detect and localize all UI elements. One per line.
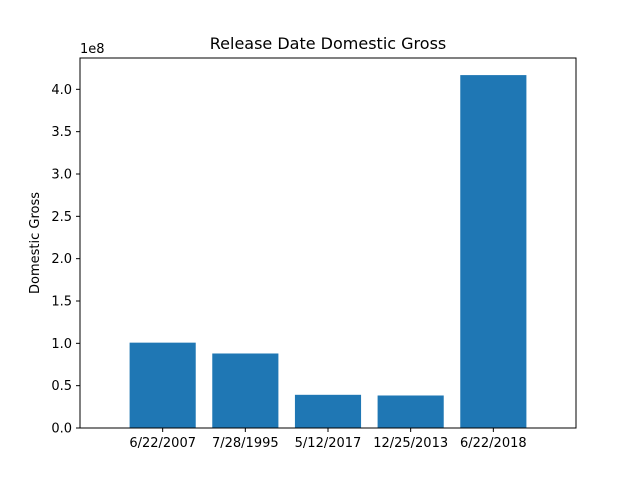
y-tick-label: 3.0	[51, 167, 72, 182]
y-tick-label: 3.5	[51, 125, 72, 140]
bar-5	[460, 75, 527, 428]
x-tick-label: 12/25/2013	[373, 436, 448, 451]
x-tick-label: 6/22/2018	[460, 436, 527, 451]
y-tick-label: 0.0	[51, 422, 72, 437]
offset-label: 1e8	[80, 42, 105, 57]
x-tick-label: 7/28/1995	[212, 436, 279, 451]
x-tick-label: 5/12/2017	[295, 436, 362, 451]
x-ticks-group: 6/22/2007 7/28/1995 5/12/2017 12/25/2013 6/2…	[129, 428, 527, 451]
y-tick-label: 0.5	[51, 379, 72, 394]
y-tick-label: 1.0	[51, 337, 72, 352]
y-ticks-group: 0.0 0.5 1.0 1.5 2.0 2.5 3.0 3.5 4.0	[51, 83, 80, 437]
y-tick-label: 2.5	[51, 210, 72, 225]
y-axis-label: Domestic Gross	[28, 192, 43, 294]
y-tick-label: 2.0	[51, 252, 72, 267]
bar-2	[212, 353, 279, 428]
bars-group	[129, 75, 527, 428]
bar-4	[377, 395, 444, 428]
chart-title: Release Date Domestic Gross	[210, 34, 447, 53]
y-tick-label: 1.5	[51, 294, 72, 309]
x-tick-label: 6/22/2007	[129, 436, 196, 451]
bar-1	[129, 342, 196, 428]
plot-frame	[79, 57, 577, 429]
bar-3	[294, 394, 362, 428]
y-tick-label: 4.0	[51, 83, 72, 98]
